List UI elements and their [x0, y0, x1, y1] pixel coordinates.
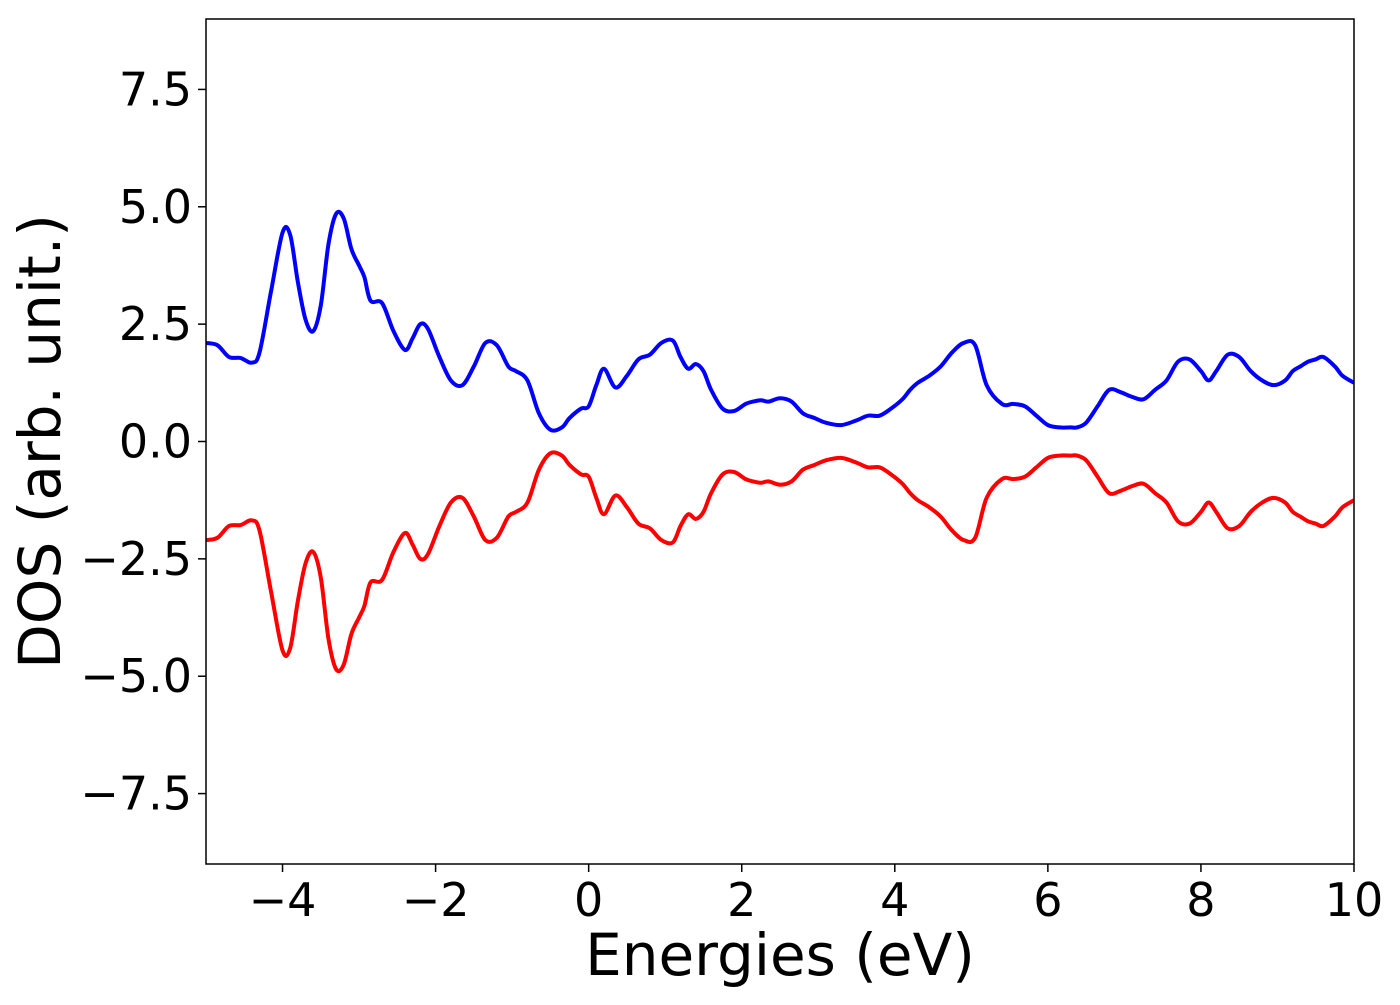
y-tick-label: 0.0 [119, 415, 192, 469]
y-tick-label: 7.5 [119, 62, 192, 116]
y-tick-label: 2.5 [119, 297, 192, 351]
x-tick-label: 4 [880, 873, 909, 927]
x-tick-label: 0 [574, 873, 603, 927]
x-axis-label: Energies (eV) [585, 921, 975, 989]
x-tick-label: 6 [1033, 873, 1062, 927]
y-tick-label: −7.5 [80, 767, 192, 821]
x-tick-label: 2 [727, 873, 756, 927]
y-axis-ticks: −7.5 −5.0 −2.5 0.0 2.5 5.0 7.5 [80, 62, 206, 821]
x-tick-label: −4 [249, 873, 317, 927]
y-tick-label: −5.0 [80, 649, 192, 703]
y-axis-label: DOS (arb. unit.) [6, 214, 74, 669]
series-line-positive [206, 209, 1354, 433]
x-axis-ticks: −4 −2 0 2 4 6 8 10 [249, 864, 1384, 927]
x-tick-label: 10 [1325, 873, 1384, 927]
series-line-negative [206, 450, 1354, 674]
y-tick-label: −2.5 [80, 532, 192, 586]
plot-frame [205, 18, 1355, 865]
series-layer [206, 209, 1354, 674]
y-tick-label: 5.0 [119, 180, 192, 234]
x-tick-label: 8 [1186, 873, 1215, 927]
x-tick-label: −2 [402, 873, 470, 927]
